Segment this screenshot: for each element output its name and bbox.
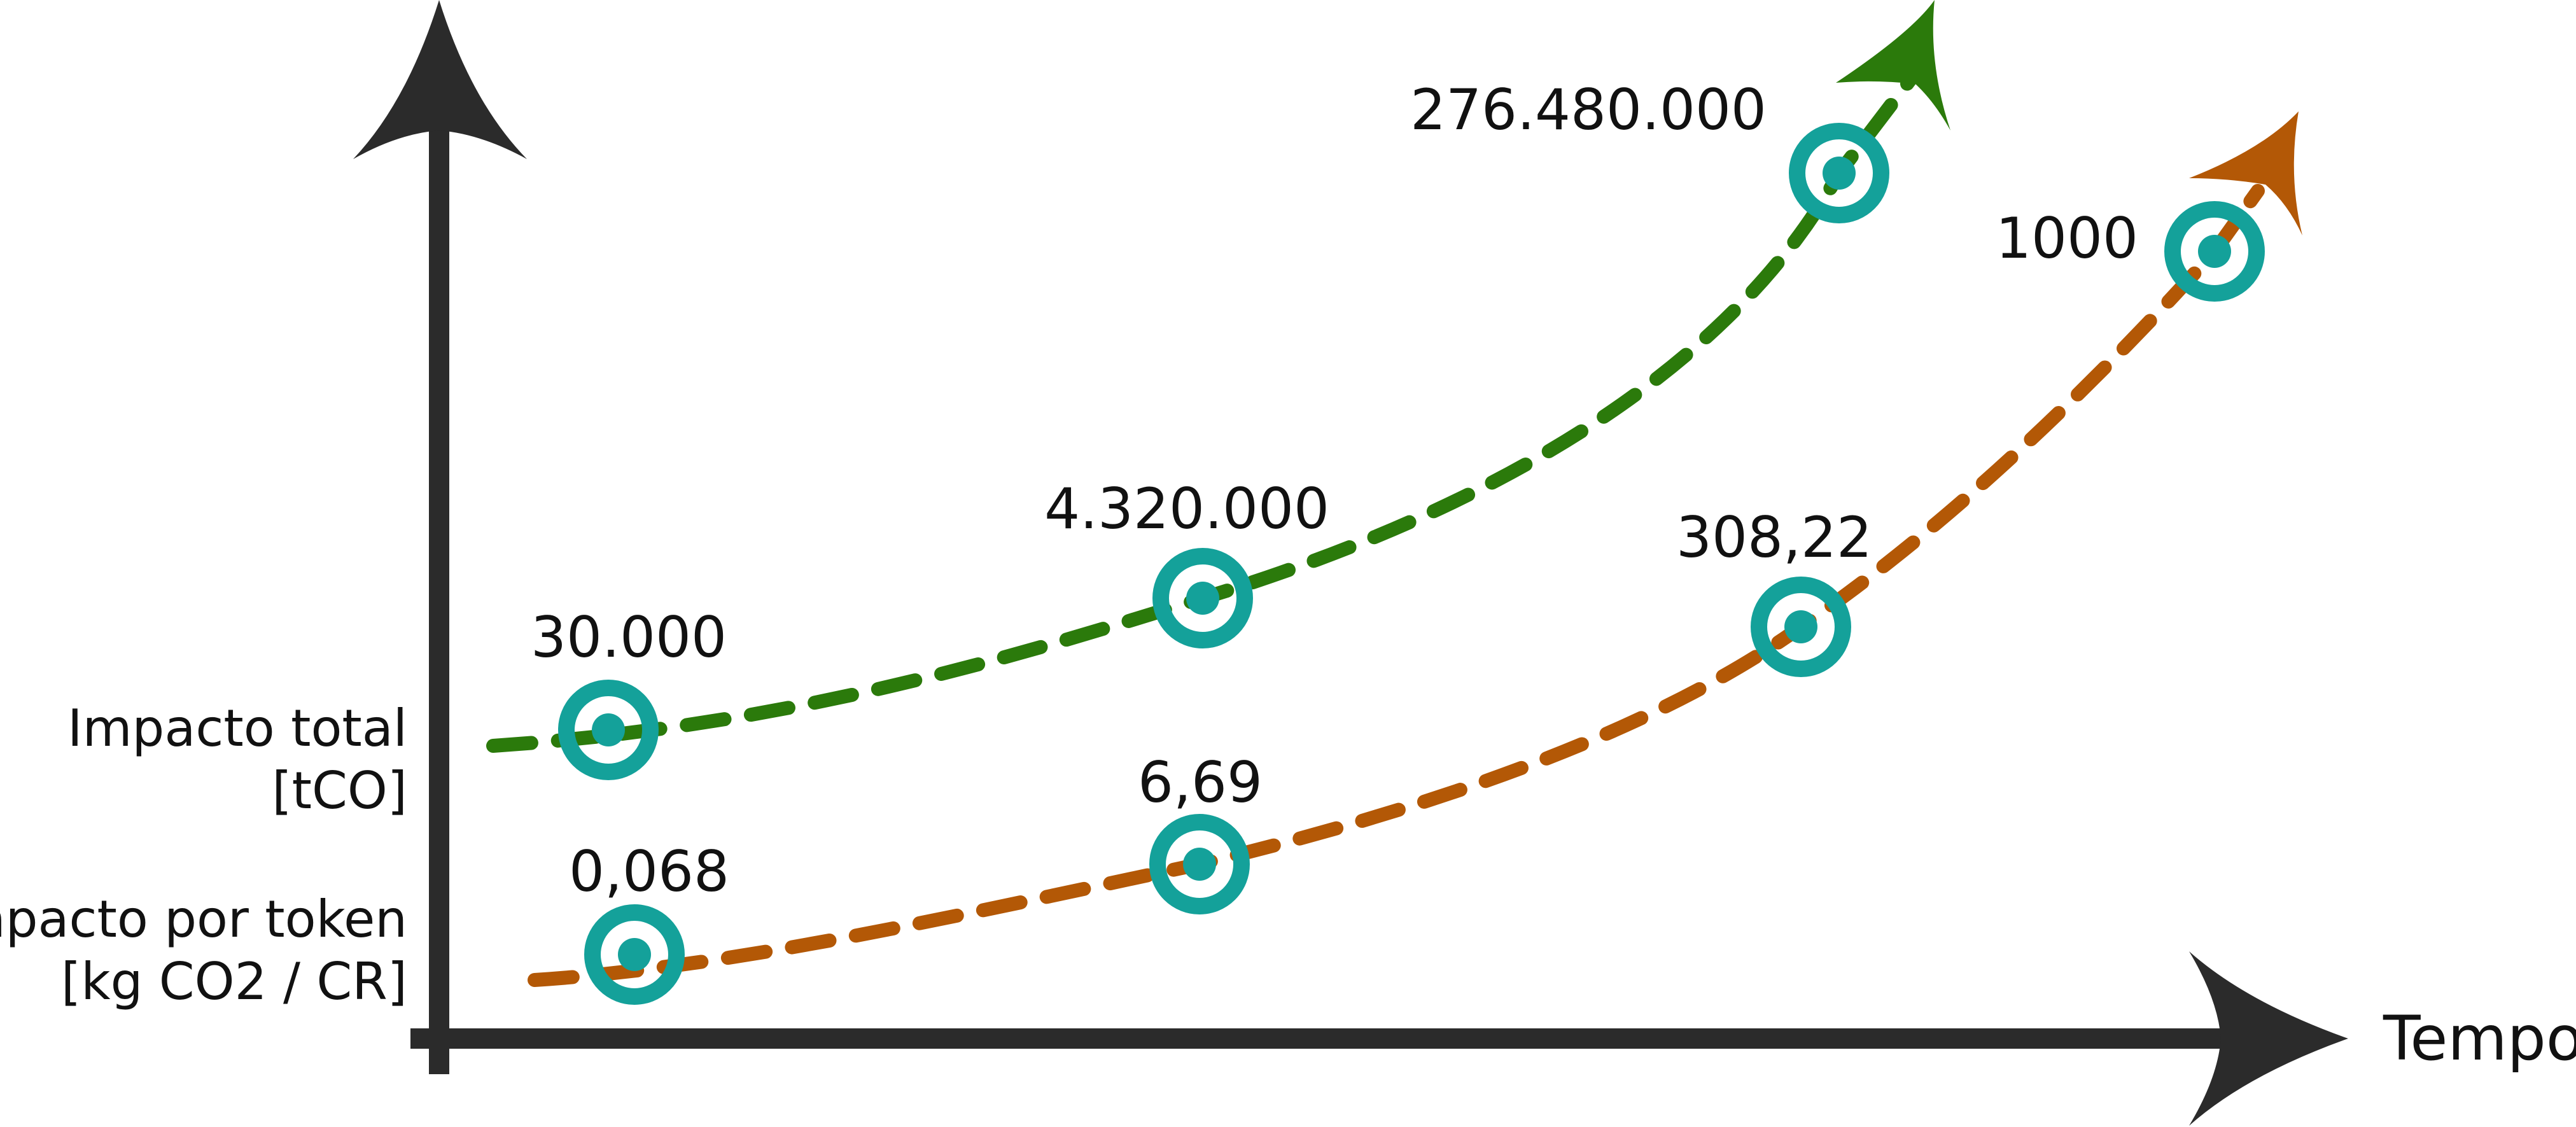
impacto-total-value-3: 276.480.000 <box>1410 77 1767 143</box>
y-axis-arrowhead <box>353 0 527 159</box>
impacto-total-value-2: 4.320.000 <box>1044 476 1329 542</box>
impacto-por-token-value-4: 1000 <box>1996 206 2138 271</box>
impacto-por-token-value-1: 0,068 <box>569 839 729 904</box>
y-label-total-line1: Impacto total <box>67 699 407 758</box>
y-label-token-line2: [kg CO2 / CR] <box>61 952 407 1011</box>
series-impacto-total: 30.000 4.320.000 276.480.000 <box>486 0 1950 780</box>
y-label-total-line2: [tCO] <box>272 761 407 820</box>
impacto-total-arrowhead <box>1836 0 1950 130</box>
y-label-token-line1: Impacto por token <box>0 890 407 949</box>
impacto-total-value-1: 30.000 <box>531 605 727 670</box>
impacto-total-marker-3 <box>1789 123 1889 223</box>
impacto-por-token-marker-2 <box>1149 814 1250 914</box>
impacto-por-token-arrowhead <box>2189 111 2302 235</box>
impacto-por-token-marker-4 <box>2164 201 2265 302</box>
impacto-total-marker-1 <box>558 680 659 780</box>
series-impacto-por-token: 0,068 6,69 308,22 1000 <box>528 111 2302 1005</box>
x-axis-label: Tempo <box>2383 1003 2576 1074</box>
impacto-por-token-trend-line <box>528 184 2265 987</box>
x-axis-line <box>410 1028 2243 1049</box>
axes <box>353 0 2348 1126</box>
impacto-total-marker-2 <box>1152 548 1253 648</box>
x-axis-arrowhead <box>2189 951 2348 1126</box>
impacto-por-token-value-2: 6,69 <box>1138 750 1263 815</box>
impacto-por-token-marker-3 <box>1751 577 1851 677</box>
impacto-por-token-marker-1 <box>584 904 685 1005</box>
y-axis-line <box>429 127 449 1074</box>
impacto-por-token-value-3: 308,22 <box>1676 505 1872 570</box>
